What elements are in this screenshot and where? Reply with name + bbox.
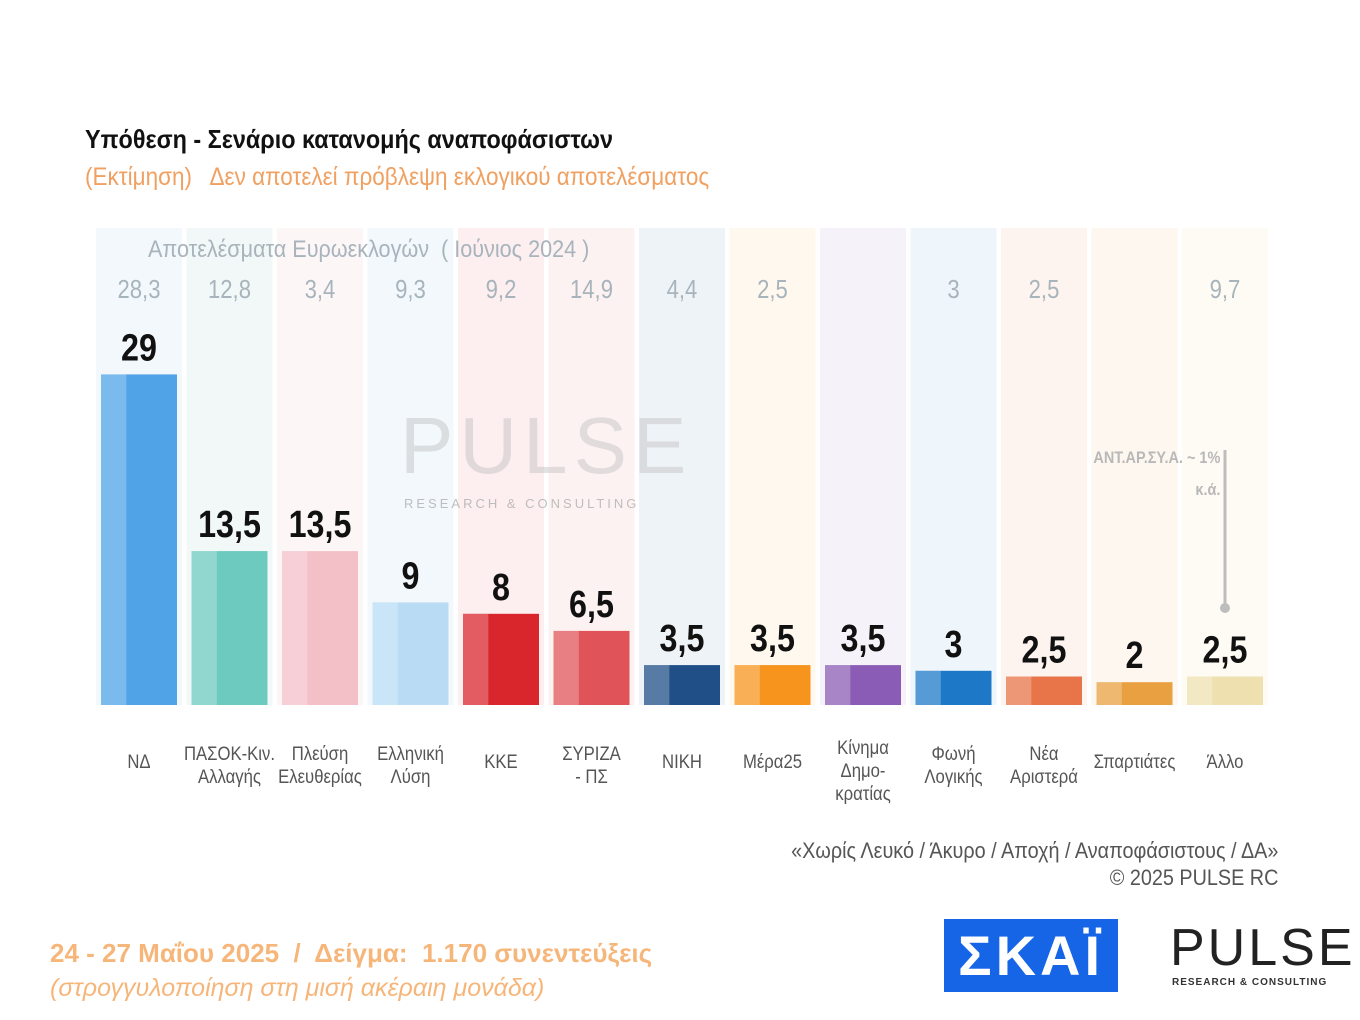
value-label: 8 [492,566,510,608]
survey-dates-sample: 24 - 27 Μαΐου 2025 / Δείγμα: 1.170 συνεν… [50,938,653,968]
copyright: © 2025 PULSE RC [1109,865,1278,890]
category-label: Νέα [1029,743,1058,764]
category-label: Ελευθερίας [278,766,362,787]
bar-10 [1006,676,1082,705]
category-label: Σπαρτιάτες [1094,751,1176,772]
skai-logo: ΣΚΑΪ [944,919,1118,992]
category-label: ΣΥΡΙΖΑ [562,743,621,764]
value-label: 29 [121,327,157,369]
previous-value: 12,8 [208,275,251,304]
category-label: ΚΚΕ [484,751,517,772]
bar-5 [553,630,630,705]
bar-3 [372,602,449,705]
column-background [548,228,635,705]
bar-highlight [101,374,127,705]
category-label: ΝΔ [127,751,150,772]
value-label: 2,5 [1203,629,1248,671]
bar-1 [191,551,268,705]
bar-8 [825,665,901,705]
category-label: - ΠΣ [575,766,608,787]
bar-highlight [825,665,851,705]
category-label: Άλλο [1207,751,1244,772]
category-label: Δημο- [841,760,886,781]
previous-value: 28,3 [118,275,161,304]
pulse-logo: PULSE [1170,919,1356,977]
bar-highlight [915,670,941,705]
previous-value: 14,9 [570,275,613,304]
bar-4 [463,613,539,705]
bar-0 [101,374,177,705]
note-excluded: «Χωρίς Λευκό / Άκυρο / Αποχή / Αναποφάσι… [790,838,1278,863]
column-background [910,228,997,705]
value-label: 9 [402,555,420,597]
bar-highlight [463,613,489,705]
bar-highlight [734,665,760,705]
watermark-sub: RESEARCH & CONSULTING [404,496,640,511]
bar-11 [1096,682,1173,705]
bar-7 [734,665,811,705]
value-label: 3,5 [660,618,705,660]
category-label: Αλλαγής [198,766,261,787]
bar-highlight [644,665,670,705]
bar-highlight [1187,676,1213,705]
previous-value: 3,4 [305,275,336,304]
bar-highlight [372,602,398,705]
previous-value: 2,5 [757,275,788,304]
bar-12 [1187,676,1263,705]
bar-2 [282,551,358,705]
previous-value: 9,3 [395,275,426,304]
bar-highlight [1006,676,1032,705]
previous-value: 9,2 [486,275,517,304]
rounding-note: (στρογγυλοποίηση στη μισή ακέραιη μονάδα… [50,974,545,1002]
pulse-logo-sub: RESEARCH & CONSULTING [1172,977,1328,988]
previous-value: 4,4 [667,275,698,304]
annotation-dot [1220,603,1230,613]
bar-highlight [191,551,217,705]
category-label: Λογικής [924,766,983,787]
value-label: 6,5 [569,583,614,625]
column-background [1091,228,1178,705]
category-label: Μέρα25 [743,751,802,772]
value-label: 2 [1126,635,1144,677]
category-label: Αριστερά [1010,766,1078,787]
bar-9 [915,670,992,705]
value-label: 13,5 [198,504,261,546]
category-label: κρατίας [835,783,891,804]
category-label: Φωνή [931,743,975,764]
column-background [820,228,906,705]
chart-subtitle: (Εκτίμηση) Δεν αποτελεί πρόβλεψη εκλογικ… [85,163,710,191]
bar-highlight [553,630,579,705]
column-background [639,228,725,705]
previous-value: 2,5 [1029,275,1060,304]
bar-highlight [1096,682,1122,705]
previous-results-label: Αποτελέσματα Ευρωεκλογών ( Ιούνιος 2024 … [148,236,590,263]
category-label: ΝΙΚΗ [662,751,702,772]
category-label: Πλεύση [292,743,349,764]
value-label: 3 [945,623,963,665]
previous-value: 3 [947,275,959,304]
previous-value: 9,7 [1210,275,1241,304]
chart-title: Υπόθεση - Σενάριο κατανομής αναποφάσιστω… [85,124,613,154]
category-label: ΠΑΣΟΚ-Κιν. [184,743,275,764]
value-label: 3,5 [841,618,886,660]
value-label: 13,5 [289,504,352,546]
annotation-ka: κ.ά. [1195,480,1220,499]
column-background [1001,228,1087,705]
watermark: PULSE [400,401,693,490]
bar-highlight [282,551,308,705]
value-label: 2,5 [1022,629,1067,671]
category-label: Κίνημα [837,737,889,758]
category-label: Ελληνική [377,743,444,764]
value-label: 3,5 [750,618,795,660]
annotation-antarsya: ΑΝΤ.ΑΡ.ΣΥ.Α. ~ 1% [1093,448,1220,467]
bar-6 [644,665,720,705]
column-background [729,228,816,705]
category-label: Λύση [391,766,431,787]
